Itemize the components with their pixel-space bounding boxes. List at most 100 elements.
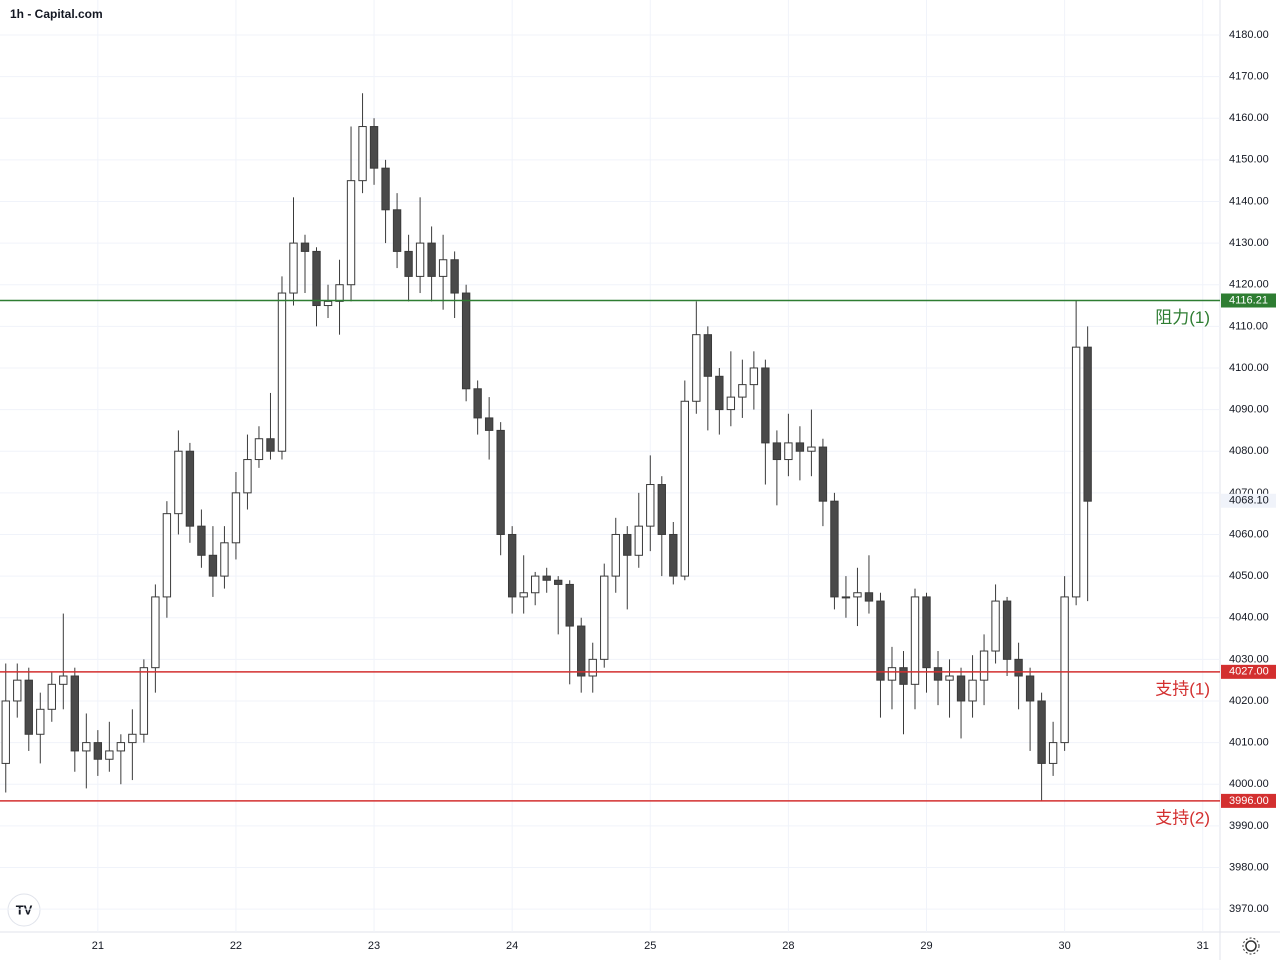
candle-body	[554, 579, 563, 585]
candle-body	[128, 733, 137, 744]
candle-body	[600, 575, 609, 660]
candle-body	[220, 542, 229, 577]
candle-body	[93, 742, 103, 760]
candle-body	[899, 667, 908, 685]
candle-body	[231, 492, 241, 544]
y-tick-label: 4040.00	[1229, 612, 1269, 624]
candle-body	[59, 675, 68, 685]
candle-body	[197, 525, 206, 556]
y-tick-label: 4060.00	[1229, 528, 1269, 540]
level-price-label: 3996.00	[1229, 795, 1269, 807]
y-tick-label: 4180.00	[1229, 29, 1269, 41]
level-name: 支持(2)	[1155, 808, 1210, 827]
candle-body	[289, 242, 298, 294]
candle-body	[922, 596, 931, 669]
candle-body	[507, 533, 517, 598]
candle-body	[531, 575, 540, 594]
candle-body	[991, 600, 1000, 652]
candle-body	[381, 167, 390, 211]
x-tick-label: 22	[230, 940, 242, 952]
candle-body	[335, 284, 344, 302]
candle-body	[864, 592, 874, 602]
candle-body	[680, 400, 689, 577]
candle-body	[887, 667, 897, 681]
candle-body	[611, 533, 620, 577]
candle-body	[1060, 596, 1069, 744]
candle-body	[346, 180, 356, 286]
y-tick-label: 4160.00	[1229, 112, 1269, 124]
candle-body	[208, 554, 218, 577]
candle-body	[266, 438, 275, 452]
level-price-box	[1221, 293, 1276, 308]
candle-body	[47, 683, 56, 710]
settings-icon[interactable]	[1242, 937, 1260, 955]
candle-body	[427, 242, 436, 277]
candle-body	[726, 396, 736, 411]
candle-body	[692, 334, 701, 402]
x-tick-label: 21	[92, 940, 104, 952]
x-tick-label: 30	[1058, 940, 1070, 952]
candle-body	[277, 292, 287, 452]
candle-body	[577, 625, 586, 677]
candle-body	[623, 533, 632, 556]
candle-body	[254, 438, 264, 461]
y-tick-label: 4010.00	[1229, 737, 1269, 749]
candle-body	[300, 242, 310, 252]
candle-body	[784, 442, 793, 461]
candle-body	[795, 442, 805, 452]
y-tick-label: 3970.00	[1229, 903, 1269, 915]
level-name: 阻力(1)	[1155, 308, 1210, 327]
candle-body	[749, 367, 759, 386]
candle-body	[956, 675, 966, 702]
level-price-box	[1221, 664, 1276, 679]
candle-body	[830, 500, 839, 598]
candle-body	[116, 742, 126, 752]
y-tick-label: 3990.00	[1229, 820, 1269, 832]
y-tick-label: 4110.00	[1229, 320, 1268, 332]
candle-body	[323, 300, 333, 307]
candle-body	[657, 484, 666, 535]
candle-body	[715, 375, 724, 411]
candle-body	[438, 259, 448, 277]
candle-body	[415, 242, 425, 277]
x-tick-label: 28	[782, 940, 794, 952]
candle-body	[461, 292, 471, 390]
candle-body	[404, 250, 413, 277]
candle-body	[761, 367, 770, 444]
x-tick-label: 23	[368, 940, 380, 952]
candle-body	[979, 650, 989, 681]
y-tick-label: 4140.00	[1229, 195, 1269, 207]
y-tick-label: 4090.00	[1229, 404, 1269, 416]
y-tick-label: 4170.00	[1229, 70, 1269, 82]
candle-body	[933, 667, 943, 681]
candle-body	[484, 417, 494, 431]
candle-body	[243, 459, 252, 494]
candle-body	[876, 600, 885, 681]
candle-body	[496, 429, 505, 535]
candle-body	[968, 679, 977, 702]
candle-body	[185, 450, 195, 527]
candle-body	[646, 484, 655, 527]
candle-body	[669, 533, 678, 577]
candle-body	[70, 675, 79, 752]
chart-title: 1h - Capital.com	[10, 7, 103, 21]
candle-body	[24, 679, 33, 735]
candle-body	[312, 250, 321, 307]
logo: TV	[7, 893, 41, 927]
candle-body	[807, 446, 816, 452]
candle-body	[139, 667, 149, 735]
y-tick-label: 3980.00	[1229, 861, 1269, 873]
candle-body	[450, 259, 459, 294]
x-tick-label: 29	[920, 940, 932, 952]
candle-body	[772, 442, 782, 461]
y-tick-label: 4100.00	[1229, 362, 1269, 374]
candle-body	[174, 450, 183, 515]
candle-body	[853, 592, 862, 598]
y-tick-label: 4080.00	[1229, 445, 1269, 457]
candle-body	[1025, 675, 1035, 702]
y-tick-label: 4000.00	[1229, 778, 1269, 790]
candle-body	[1014, 658, 1023, 677]
candle-body	[1002, 600, 1012, 660]
candle-body	[519, 592, 528, 598]
